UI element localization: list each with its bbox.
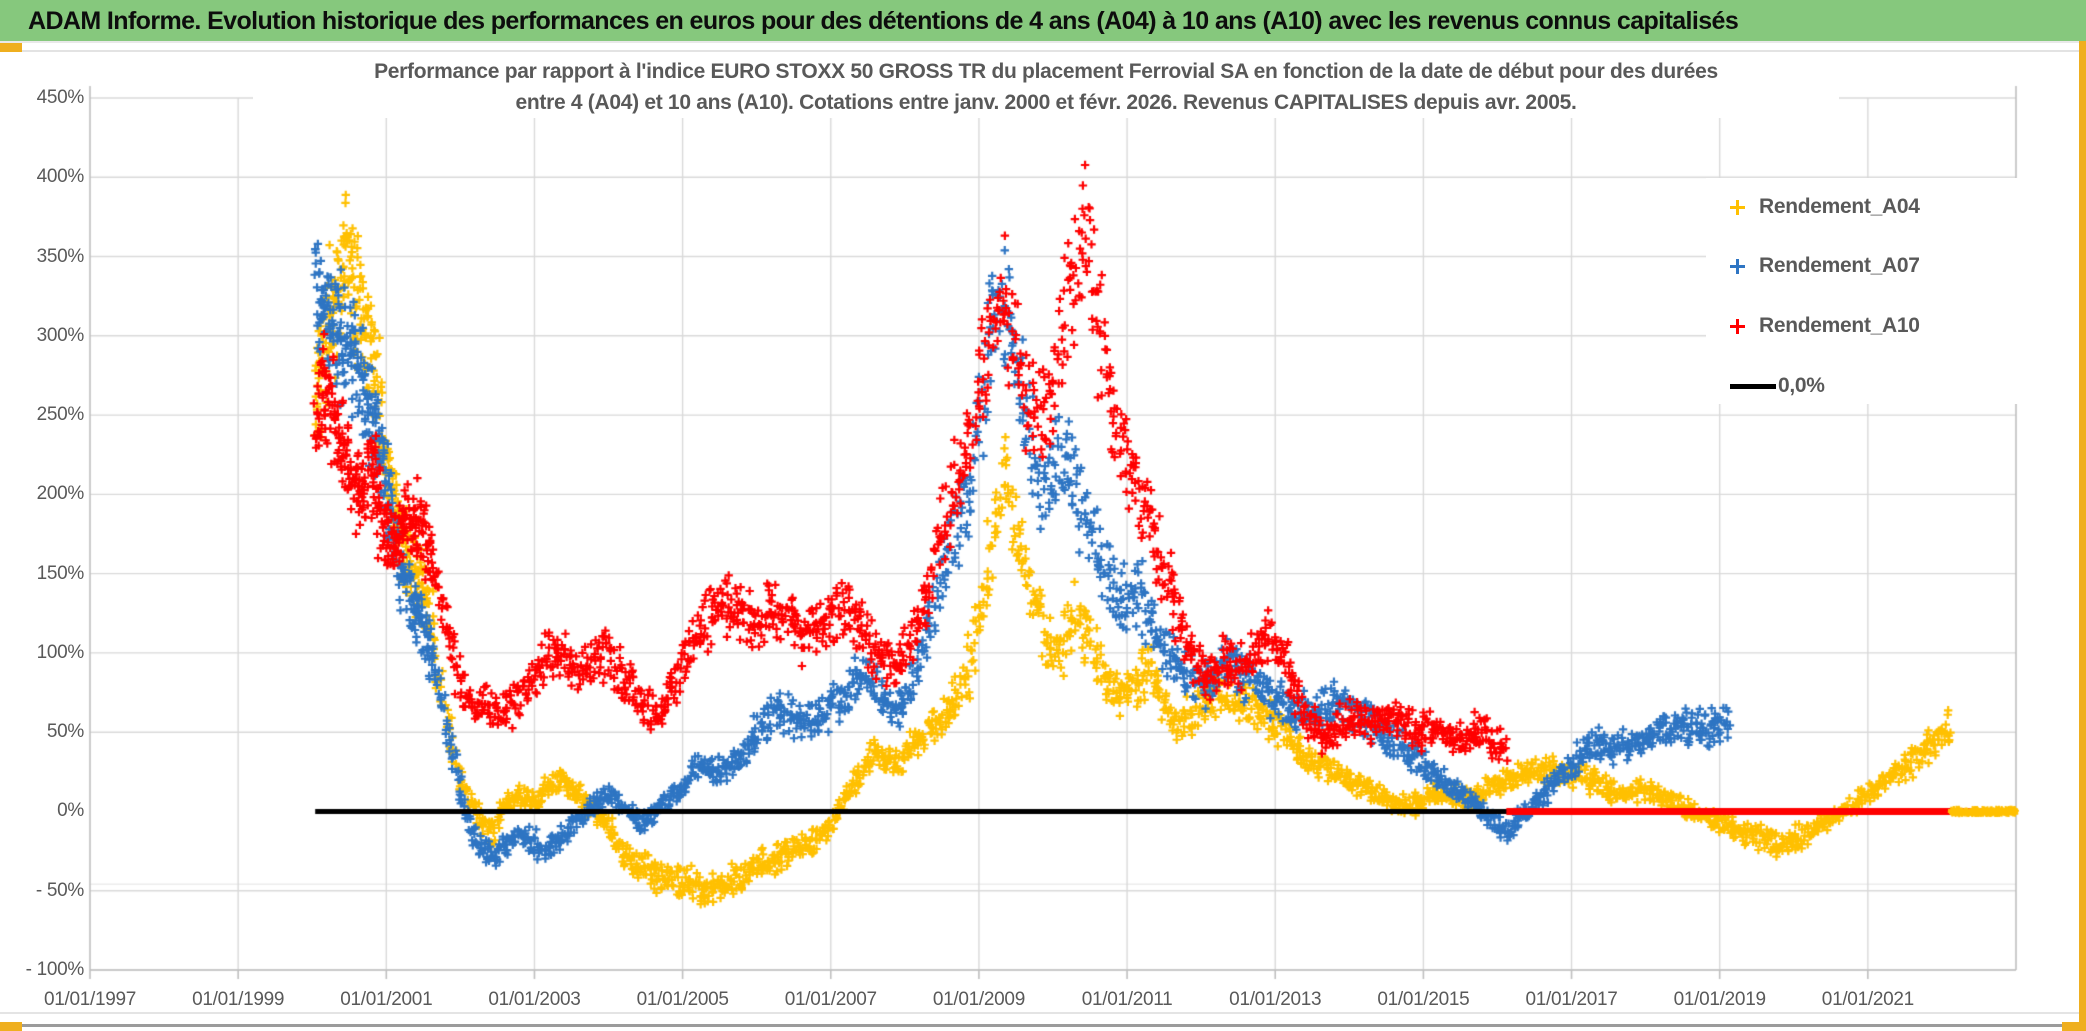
- y-tick-label: 300%: [36, 324, 85, 346]
- plus-marker-icon: [1730, 318, 1745, 334]
- x-tick-label: 01/01/2001: [340, 989, 433, 1010]
- legend-item-rendement-a10[interactable]: Rendement_A10: [1730, 309, 1920, 343]
- header-hairline: [18, 50, 2079, 52]
- legend-label: Rendement_A10: [1759, 314, 1920, 337]
- x-tick-label: 01/01/2017: [1525, 989, 1618, 1010]
- legend: Rendement_A04 Rendement_A07 Rendement_A10 0…: [1706, 178, 2018, 404]
- y-tick-label: 50%: [46, 721, 84, 743]
- x-tick-label: 01/01/1999: [192, 989, 285, 1010]
- y-tick-label: 100%: [36, 641, 85, 663]
- legend-item-rendement-a07[interactable]: Rendement_A07: [1730, 249, 1920, 283]
- plus-marker-icon: [1730, 199, 1745, 215]
- y-tick-label: 450%: [36, 87, 85, 108]
- x-tick-label: 01/01/2011: [1081, 989, 1173, 1010]
- x-tick-label: 01/01/2019: [1673, 989, 1766, 1010]
- frame-accent-bottom-right: [2062, 1022, 2086, 1031]
- frame-accent-right: [2079, 41, 2086, 1031]
- x-tick-label: 01/01/2013: [1229, 989, 1322, 1010]
- header-divider: [0, 41, 2086, 43]
- y-tick-label: 0%: [57, 800, 84, 822]
- chart-title: Performance par rapport à l'indice EURO …: [253, 56, 1839, 118]
- x-tick-label: 01/01/1997: [43, 989, 137, 1010]
- legend-item-rendement-a04[interactable]: Rendement_A04: [1730, 190, 1920, 224]
- y-tick-label: - 100%: [25, 959, 85, 980]
- frame-accent-bottom-left: [0, 1022, 22, 1031]
- x-tick-label: 01/01/2009: [932, 989, 1025, 1010]
- y-tick-label: - 50%: [35, 879, 84, 901]
- legend-item-0-0-[interactable]: 0,0%: [1730, 369, 1825, 403]
- legend-label: Rendement_A07: [1759, 254, 1920, 277]
- y-tick-label: 400%: [36, 166, 85, 188]
- x-tick-label: 01/01/2021: [1821, 989, 1914, 1010]
- plus-marker-icon: [1730, 258, 1745, 274]
- bottom-border-line: [22, 1024, 2062, 1027]
- y-tick-label: 200%: [36, 483, 85, 505]
- frame-accent-top-left: [0, 43, 22, 52]
- x-tick-label: 01/01/2007: [784, 989, 877, 1010]
- y-tick-label: 350%: [36, 245, 85, 267]
- page-title: ADAM Informe. Evolution historique des p…: [28, 7, 1739, 35]
- legend-label: Rendement_A04: [1759, 195, 1920, 218]
- x-tick-label: 01/01/2005: [636, 989, 729, 1010]
- chart-title-line1: Performance par rapport à l'indice EURO …: [374, 60, 1718, 83]
- chart-title-line2: entre 4 (A04) et 10 ans (A10). Cotations…: [515, 91, 1577, 114]
- x-tick-label: 01/01/2003: [488, 989, 581, 1010]
- header-bar: ADAM Informe. Evolution historique des p…: [0, 0, 2086, 41]
- line-swatch-icon: [1730, 383, 1776, 389]
- x-tick-label: 01/01/2015: [1377, 989, 1470, 1010]
- y-tick-label: 150%: [36, 562, 85, 584]
- y-tick-label: 250%: [36, 404, 85, 426]
- bottom-hairline: [0, 1012, 2086, 1014]
- legend-label: 0,0%: [1778, 374, 1825, 397]
